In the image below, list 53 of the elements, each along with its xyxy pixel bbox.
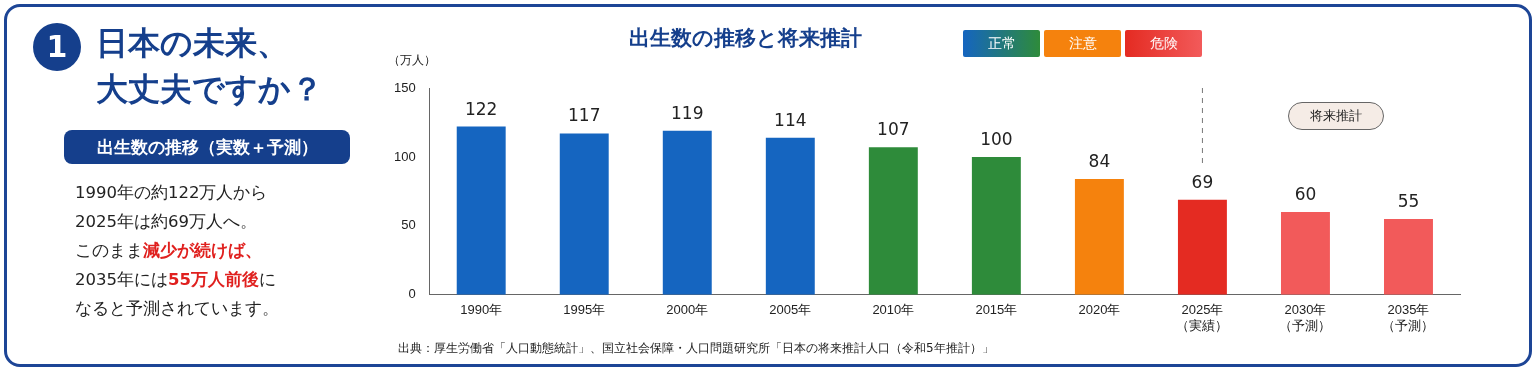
bar [1280, 212, 1330, 295]
x-tick-label: 1995年 [563, 302, 606, 318]
text: 55万人前後 [168, 270, 259, 289]
text: 日本の未来、 [96, 23, 290, 64]
x-tick-label: 2000年 [666, 302, 709, 318]
chart-title: 出生数の推移と将来推計 [627, 25, 863, 52]
bar [971, 156, 1021, 295]
x-tick-label: 2035年（予測） [1382, 302, 1435, 333]
data-label: 100 [980, 128, 1013, 149]
y-tick-label: 150 [393, 79, 416, 95]
x-tick-label: 2020年 [1078, 302, 1121, 318]
text: 減少が続けば、 [143, 241, 262, 260]
bar [1074, 178, 1124, 295]
text: 注意 [1044, 30, 1121, 57]
text: 2035年には [75, 270, 168, 289]
bar [1177, 199, 1227, 295]
text: 1990年の約122万人から [75, 183, 268, 202]
bar [868, 147, 918, 295]
rounded-label: 将来推計 [1288, 102, 1384, 130]
y-tick-label: 100 [393, 148, 416, 164]
data-label: 60 [1294, 184, 1317, 204]
y-tick-label: 0 [408, 286, 416, 302]
x-tick-label: 2010年 [872, 302, 915, 318]
x-tick-label: 2030年（予測） [1279, 302, 1332, 333]
text: 危険 [1125, 30, 1202, 57]
data-label: 122 [464, 98, 498, 119]
text: に [258, 270, 276, 289]
y-axis-title: （万人） [388, 52, 436, 69]
x-tick-label: 2015年 [975, 302, 1018, 318]
text: なると予測されています。 [75, 299, 279, 318]
bar [1384, 218, 1433, 295]
bar [662, 130, 712, 295]
text: 出生数の推移（実数＋予測） [64, 130, 350, 164]
bar [559, 133, 609, 295]
source-note: 出典：厚生労働省「人口動態統計」、国立社会保障・人口問題研究所「日本の将来推計人口（令和5年推計）」 [398, 340, 994, 357]
data-label: 55 [1397, 190, 1420, 211]
bar [456, 126, 506, 295]
data-label: 114 [774, 109, 807, 130]
data-label: 117 [568, 105, 601, 126]
x-tick-label: 1990年 [460, 302, 503, 318]
text: 大丈夫ですか？ [96, 69, 323, 110]
data-label: 107 [877, 119, 910, 140]
bar [765, 137, 815, 295]
x-tick-label: 2025年（実績） [1176, 302, 1229, 333]
y-tick-label: 50 [401, 217, 416, 233]
text: 正常 [963, 30, 1040, 57]
text: 2025年は約69万人へ。 [75, 212, 257, 231]
data-label: 119 [671, 102, 704, 123]
data-label: 84 [1088, 150, 1111, 171]
data-label: 69 [1191, 171, 1214, 192]
text: 1 [33, 23, 81, 71]
text: このまま [75, 241, 143, 260]
x-tick-label: 2005年 [769, 302, 812, 318]
